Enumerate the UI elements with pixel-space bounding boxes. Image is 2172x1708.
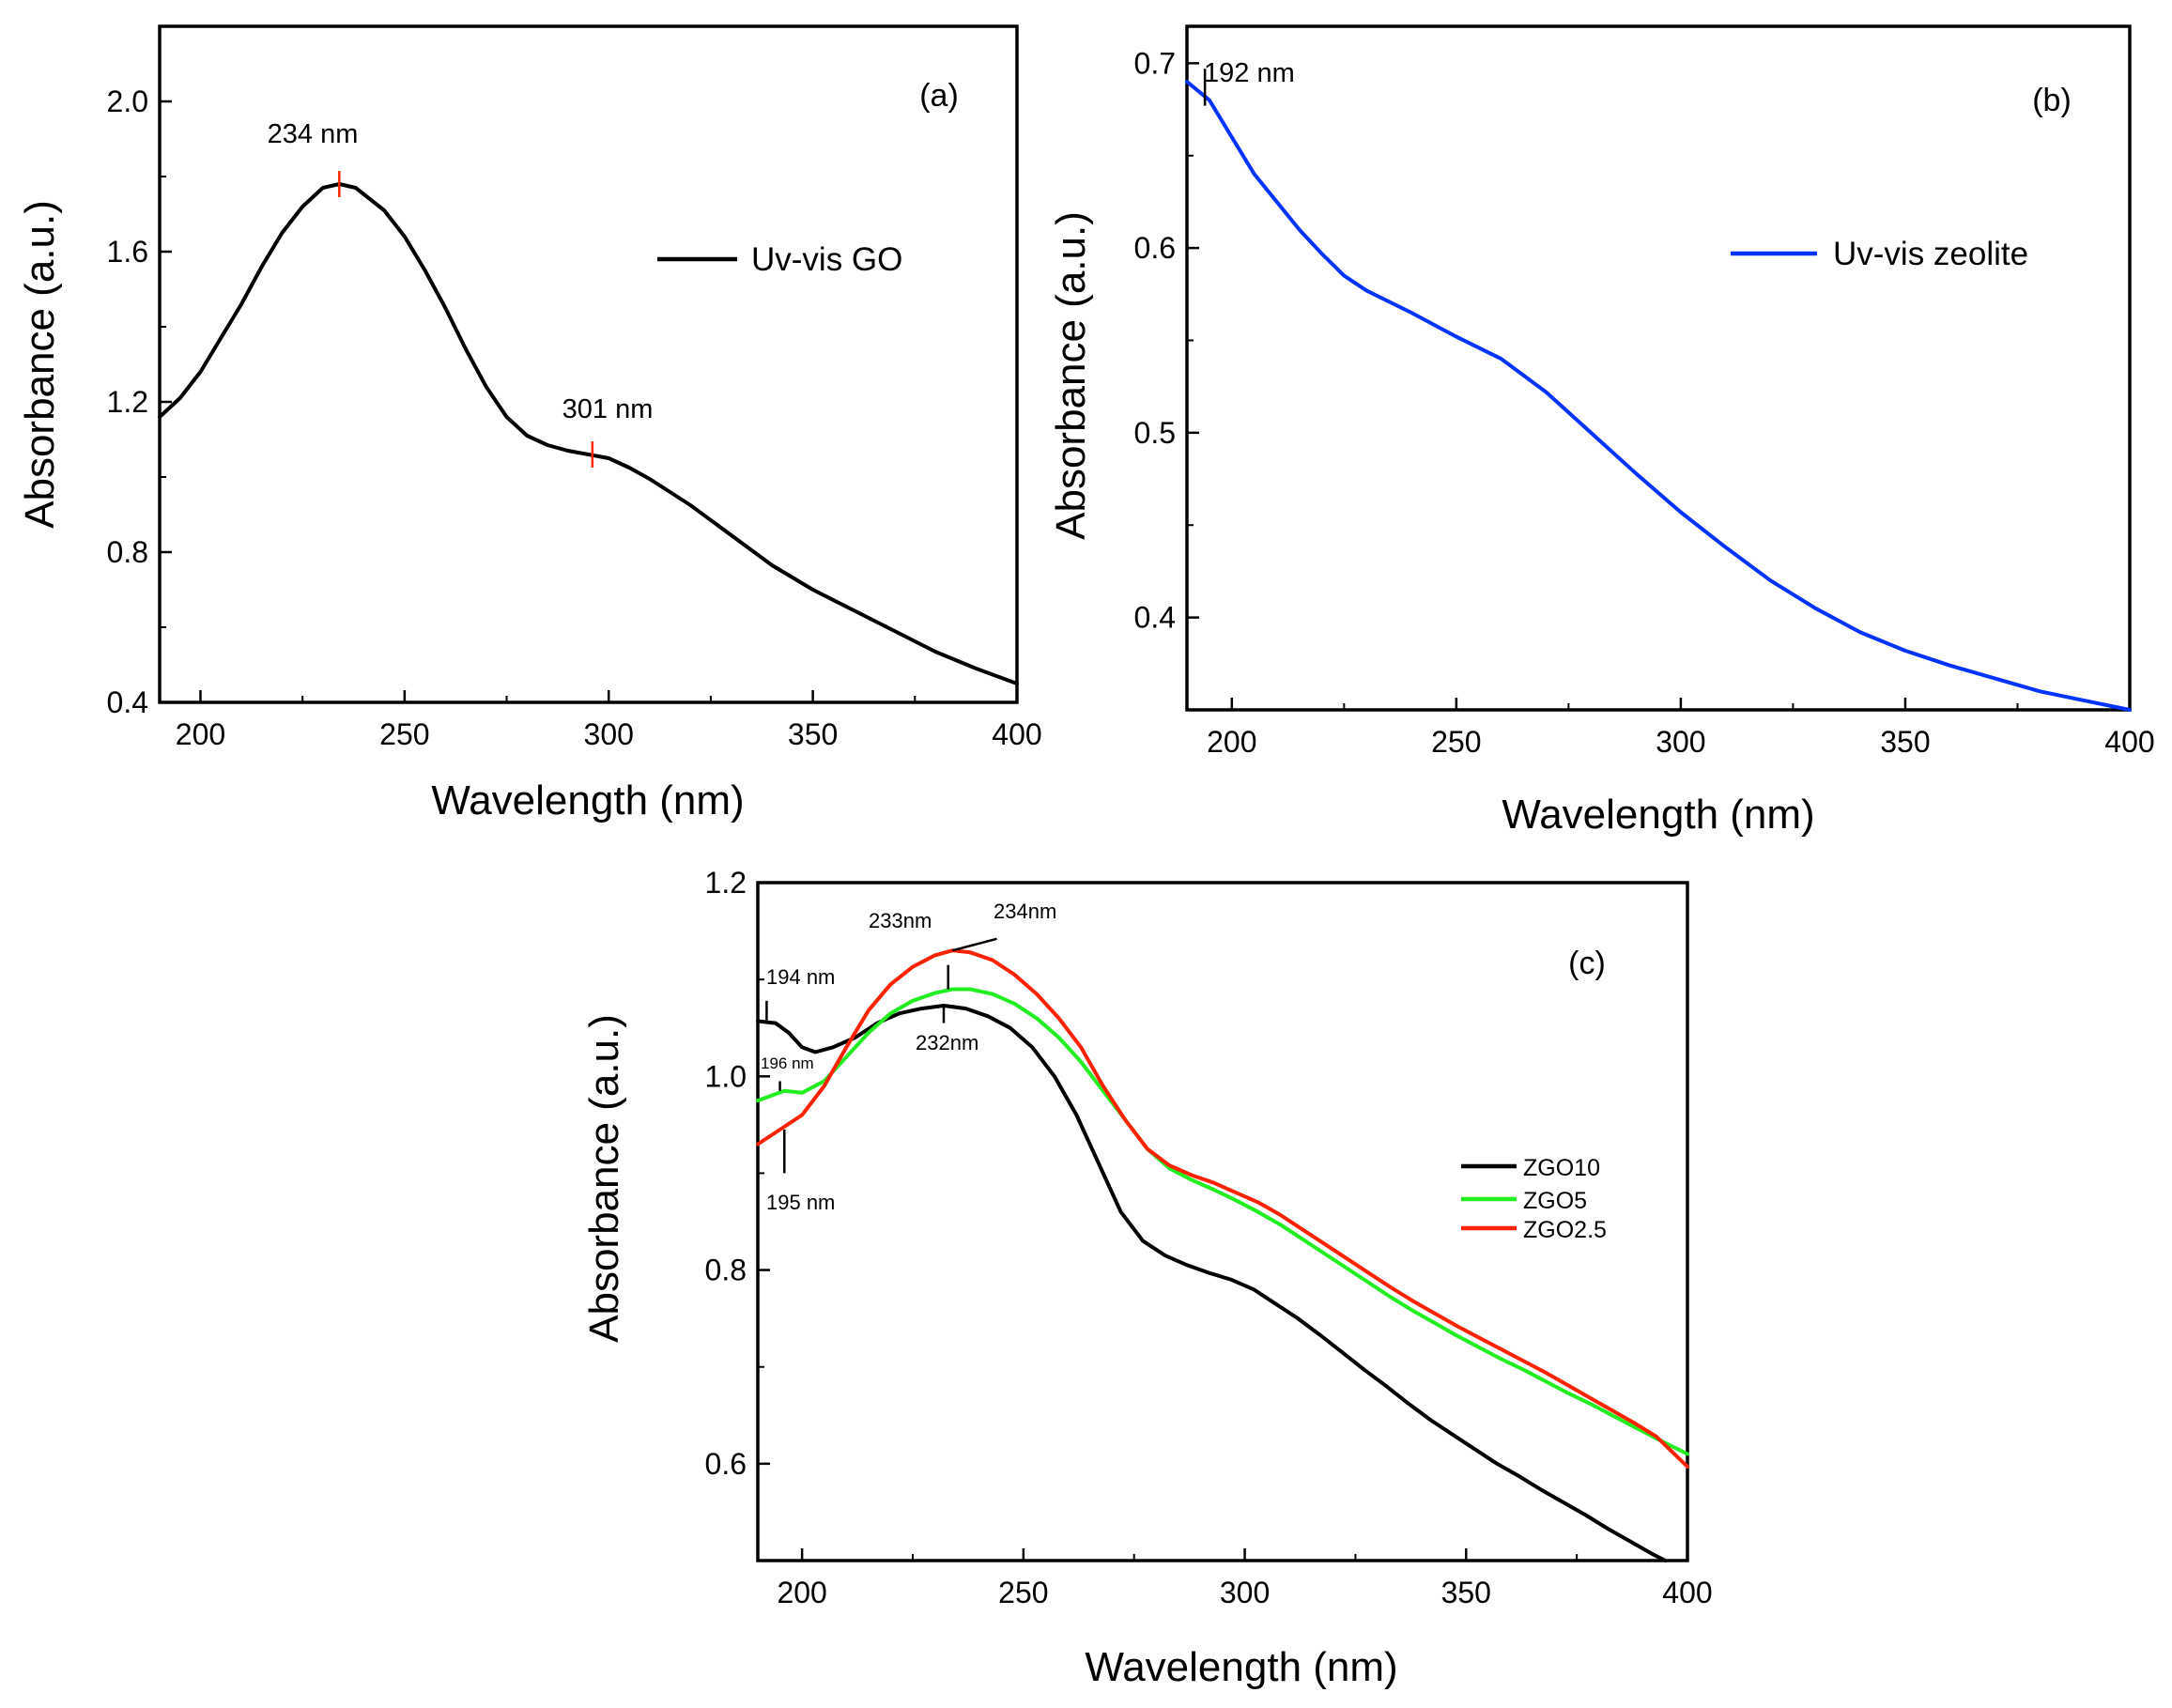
y-tick-label: 0.8 [705, 1254, 747, 1287]
peak-annotation-232nm: 232nm [916, 1031, 978, 1054]
x-tick-label: 350 [1880, 725, 1930, 759]
panel-a: (a) Wavelength (nm) Absorbance (a.u.) Uv… [17, 24, 1042, 823]
legend: Uv-vis zeolite [1731, 236, 2028, 272]
legend-label-zgo2-5: ZGO2.5 [1523, 1217, 1607, 1243]
x-tick-label: 200 [176, 717, 225, 751]
annotation-marker [952, 937, 997, 952]
peak-annotation-192nm: 192 nm [1204, 58, 1295, 88]
x-tick-label: 350 [1441, 1576, 1491, 1609]
panel-b: (b) Wavelength (nm) Absorbance (a.u.) Uv… [1048, 24, 2155, 838]
x-tick-label: 300 [584, 717, 634, 751]
y-tick-label: 0.6 [705, 1447, 747, 1481]
y-axis-label: Absorbance (a.u.) [581, 1014, 627, 1343]
y-tick-label: 1.6 [107, 235, 148, 269]
y-axis-label: Absorbance (a.u.) [17, 200, 63, 529]
y-tick-label: 1.0 [705, 1059, 747, 1093]
peak-annotation-233nm: 233nm [869, 909, 932, 932]
legend: Uv-vis GO [657, 241, 902, 278]
panel-label: (a) [919, 78, 959, 114]
x-axis-label: Wavelength (nm) [1085, 1644, 1397, 1690]
peak-annotation-194nm: 194 nm [766, 965, 835, 989]
panel-label: (b) [2032, 83, 2072, 118]
series-line-uv-vis-zeolite [1185, 80, 2132, 712]
legend: ZGO10 ZGO5 ZGO2.5 [1461, 1155, 1607, 1243]
y-tick-label: 1.2 [107, 385, 148, 419]
peak-annotation-196nm: 196 nm [761, 1054, 814, 1072]
plot-frame [1185, 24, 2132, 712]
y-tick-label: 0.4 [107, 685, 148, 719]
panel-label: (c) [1568, 946, 1606, 981]
y-tick-label: 0.5 [1134, 416, 1176, 450]
x-tick-label: 400 [2104, 725, 2154, 759]
x-axis-label: Wavelength (nm) [431, 777, 744, 823]
peak-annotation-234nm: 234nm [994, 900, 1056, 923]
series-line-zgo10 [756, 1004, 1668, 1562]
x-tick-label: 400 [1662, 1576, 1712, 1609]
y-tick-label: 1.2 [705, 866, 747, 900]
x-tick-label: 400 [992, 717, 1041, 751]
plot-frame [158, 24, 1019, 704]
peak-annotation-195nm: 195 nm [766, 1191, 835, 1214]
y-tick-label: 2.0 [107, 85, 148, 118]
x-tick-label: 250 [998, 1576, 1048, 1609]
series-line-uv-vis-go [158, 182, 1019, 685]
y-tick-label: 0.6 [1134, 231, 1176, 265]
x-tick-label: 250 [1431, 725, 1481, 759]
y-tick-label: 0.4 [1134, 601, 1176, 635]
series-line-zgo2-5 [756, 948, 1689, 1469]
x-tick-label: 300 [1656, 725, 1705, 759]
y-tick-label: 0.8 [107, 535, 148, 569]
legend-label-zgo10: ZGO10 [1523, 1155, 1600, 1181]
x-tick-label: 350 [788, 717, 838, 751]
legend-label-zgo5: ZGO5 [1523, 1188, 1587, 1214]
x-tick-label: 300 [1220, 1576, 1270, 1609]
x-tick-label: 200 [777, 1576, 826, 1609]
panel-c: (c) Wavelength (nm) Absorbance (a.u.) ZG… [581, 866, 1713, 1690]
plot-frame [756, 881, 1689, 1562]
x-axis-label: Wavelength (nm) [1502, 792, 1814, 838]
series-line-zgo5 [756, 987, 1689, 1456]
x-tick-label: 250 [379, 717, 429, 751]
y-axis-label: Absorbance (a.u.) [1048, 211, 1094, 540]
legend-label: Uv-vis GO [751, 241, 902, 278]
y-tick-label: 0.7 [1134, 46, 1176, 80]
legend-label: Uv-vis zeolite [1833, 236, 2028, 272]
x-tick-label: 200 [1207, 725, 1256, 759]
peak-annotation-234nm: 234 nm [268, 119, 359, 149]
peak-annotation-301nm: 301 nm [562, 394, 654, 424]
